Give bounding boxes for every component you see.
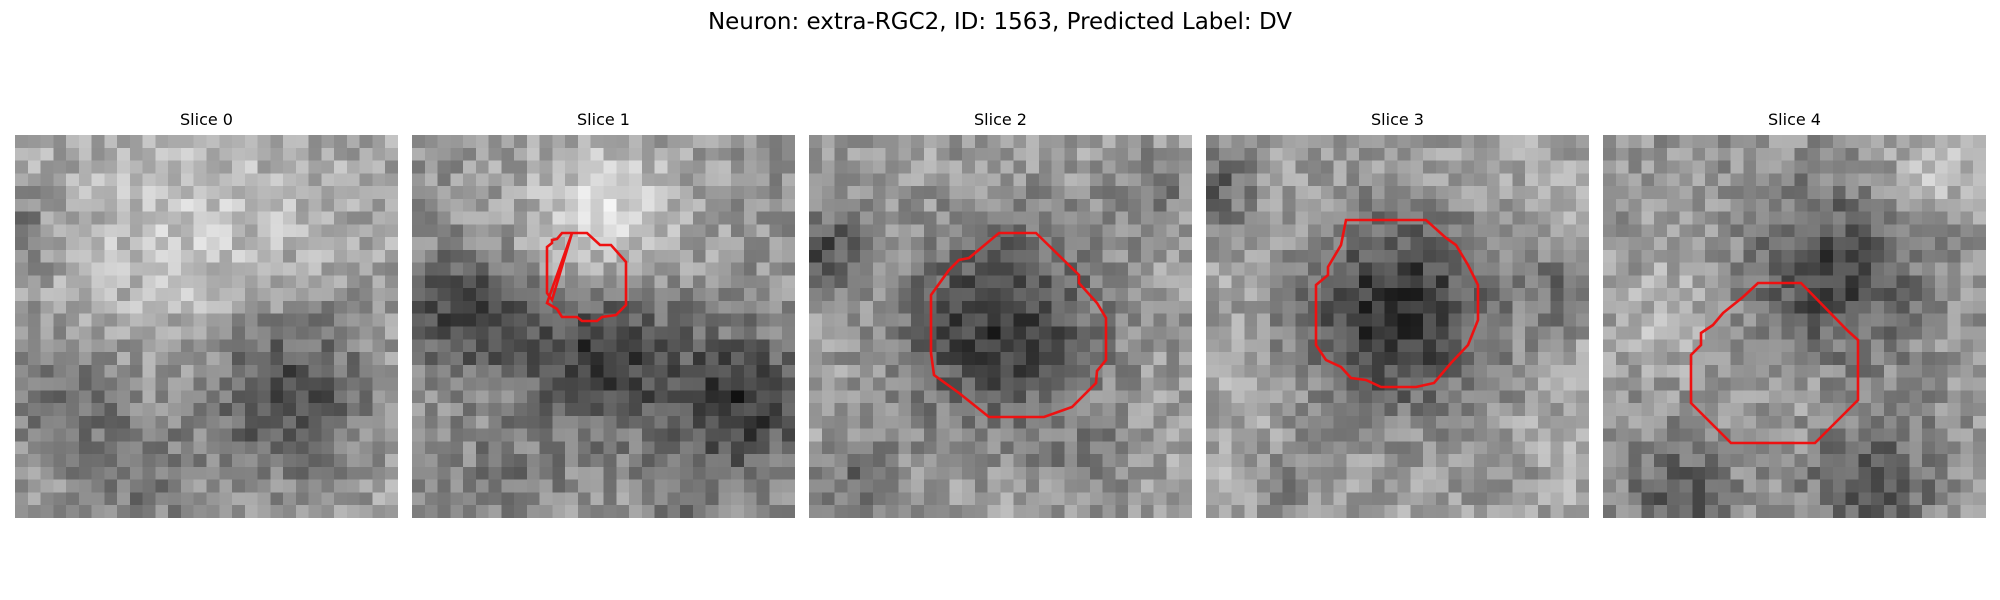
slice-3-title: Slice 3 bbox=[1206, 110, 1589, 130]
slice-1-contour bbox=[412, 135, 795, 518]
figure-title: Neuron: extra-RGC2, ID: 1563, Predicted … bbox=[0, 6, 2000, 38]
slice-1-roi-outline bbox=[547, 233, 626, 321]
slice-0-title: Slice 0 bbox=[15, 110, 398, 130]
slice-1-title: Slice 1 bbox=[412, 110, 795, 130]
slice-4-panel bbox=[1603, 135, 1986, 518]
slice-3-panel bbox=[1206, 135, 1589, 518]
slice-0-image bbox=[15, 135, 398, 518]
slice-1-panel bbox=[412, 135, 795, 518]
slice-2-roi-outline bbox=[931, 233, 1106, 417]
slice-2-contour bbox=[809, 135, 1192, 518]
slice-2-panel bbox=[809, 135, 1192, 518]
slice-3-contour bbox=[1206, 135, 1589, 518]
slice-3-roi-outline bbox=[1316, 220, 1478, 387]
slice-4-contour bbox=[1603, 135, 1986, 518]
slice-4-roi-outline bbox=[1691, 283, 1858, 443]
slice-0-panel bbox=[15, 135, 398, 518]
slice-4-title: Slice 4 bbox=[1603, 110, 1986, 130]
slice-2-title: Slice 2 bbox=[809, 110, 1192, 130]
